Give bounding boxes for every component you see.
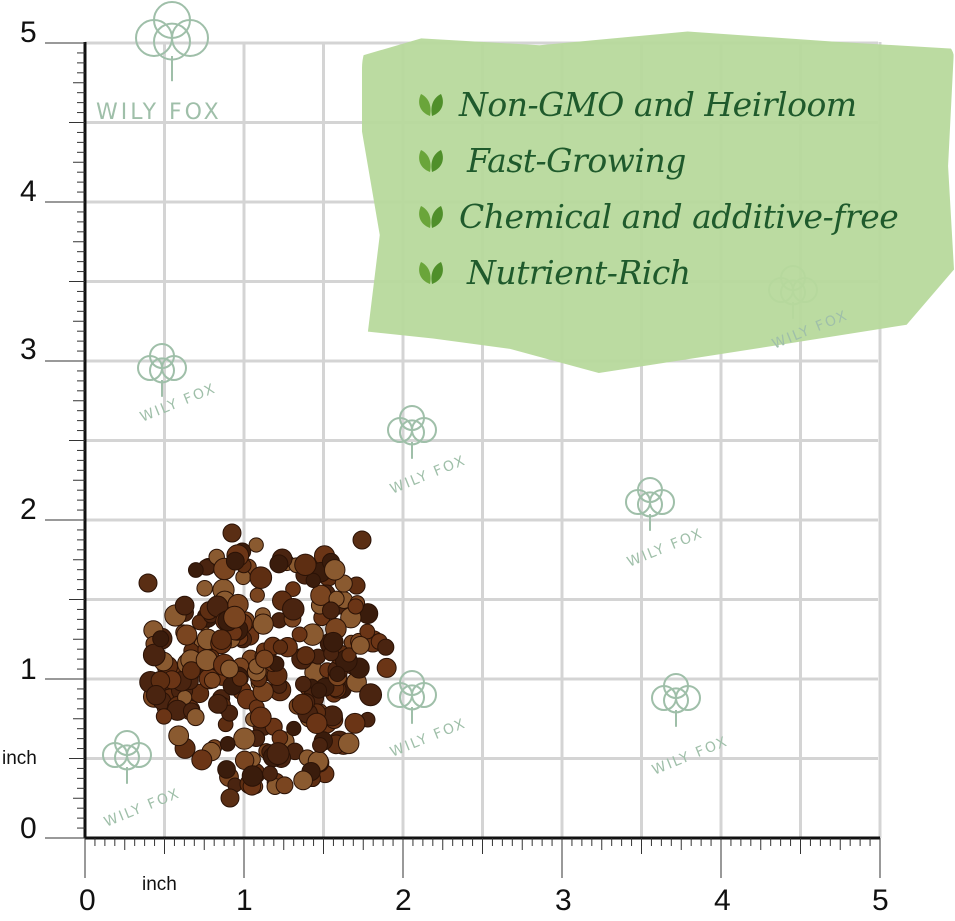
feature-text: Nutrient-Rich: [467, 252, 691, 292]
seed: [138, 573, 158, 593]
seed: [142, 643, 166, 667]
leaf-check-icon: [419, 150, 443, 172]
seed: [294, 553, 317, 576]
seed: [152, 630, 170, 648]
seed: [321, 601, 340, 620]
seed: [272, 639, 289, 655]
seed: [252, 613, 274, 635]
seed: [295, 675, 312, 693]
seed: [347, 598, 364, 615]
y-tick-label: 0: [20, 812, 37, 845]
seed: [266, 742, 290, 766]
seed: [223, 605, 247, 629]
seed: [203, 671, 221, 689]
feature-item: Nutrient-Rich: [415, 244, 898, 300]
seed: [377, 638, 395, 656]
seed: [181, 661, 201, 681]
feature-item: Chemical and additive-free: [415, 188, 899, 244]
leaf-check-icon: [419, 94, 443, 116]
seed: [341, 647, 357, 663]
seed: [168, 725, 190, 747]
seed: [217, 760, 236, 779]
seed: [191, 749, 213, 771]
seed: [291, 626, 308, 643]
seed: [329, 665, 346, 683]
y-tick-label: 3: [20, 333, 37, 366]
seed: [211, 629, 232, 650]
x-tick-label: 3: [555, 884, 572, 917]
seed: [145, 685, 167, 706]
seed: [249, 587, 265, 603]
seed: [296, 646, 316, 665]
feature-highlight-background: [362, 31, 954, 373]
x-tick-label: 1: [236, 884, 253, 917]
y-tick-label: 5: [20, 16, 37, 49]
seed: [359, 623, 376, 640]
leaf-check-icon: [419, 262, 443, 284]
seed: [262, 765, 278, 782]
seed: [293, 770, 313, 791]
seed: [233, 727, 256, 750]
feature-item: Fast-Growing: [415, 132, 898, 188]
seed: [196, 580, 213, 597]
seed: [255, 649, 275, 669]
feature-text: Fast-Growing: [467, 140, 686, 180]
seed: [155, 708, 173, 725]
seed: [376, 657, 397, 678]
y-tick-label: 4: [20, 175, 37, 208]
seed: [225, 551, 245, 571]
x-tick-label: 5: [872, 884, 889, 917]
seed: [306, 712, 328, 735]
seed: [249, 706, 272, 729]
feature-list: Non-GMO and Heirloom Fast-Growing Chemic…: [415, 76, 899, 300]
y-unit-label: inch: [2, 748, 37, 769]
clover-logo-icon: [161, 355, 187, 381]
clover-logo-icon: [675, 685, 701, 711]
seed: [312, 737, 328, 754]
clover-logo-icon: [411, 682, 437, 708]
seed: [222, 523, 242, 543]
seed: [187, 562, 204, 578]
brand-watermark: WILY FOX: [96, 100, 222, 125]
seed: [359, 683, 383, 707]
seed: [310, 682, 328, 699]
x-unit-label: inch: [142, 874, 177, 895]
seed: [174, 595, 195, 616]
clover-logo-icon: [649, 489, 675, 515]
y-tick-label: 1: [20, 653, 37, 686]
seed: [322, 631, 344, 653]
seed: [275, 776, 294, 795]
clover-logo-icon: [126, 742, 152, 768]
seed: [176, 624, 198, 646]
seed: [305, 572, 321, 588]
seed: [241, 765, 264, 787]
seed: [220, 788, 240, 808]
seed: [285, 581, 301, 597]
clover-logo-icon: [171, 19, 209, 57]
seed: [281, 597, 305, 621]
feature-text: Chemical and additive-free: [459, 196, 899, 236]
clover-logo-icon: [411, 417, 437, 443]
seed: [286, 720, 302, 737]
seed: [269, 554, 289, 574]
y-tick-label: 2: [20, 493, 37, 526]
feature-text: Non-GMO and Heirloom: [459, 84, 857, 124]
seed: [220, 659, 239, 679]
seed: [350, 635, 370, 655]
seed: [291, 693, 314, 715]
feature-item: Non-GMO and Heirloom: [415, 76, 898, 132]
seed: [219, 736, 236, 752]
seed: [248, 537, 264, 553]
seed: [344, 712, 366, 734]
seed: [352, 530, 372, 550]
seed: [186, 708, 205, 727]
x-tick-label: 4: [714, 884, 731, 917]
x-tick-label: 0: [79, 884, 96, 917]
seed: [208, 694, 228, 714]
leaf-check-icon: [419, 206, 443, 228]
seed: [337, 732, 360, 755]
seed: [324, 559, 346, 581]
seed: [249, 566, 273, 589]
x-tick-label: 2: [395, 884, 412, 917]
